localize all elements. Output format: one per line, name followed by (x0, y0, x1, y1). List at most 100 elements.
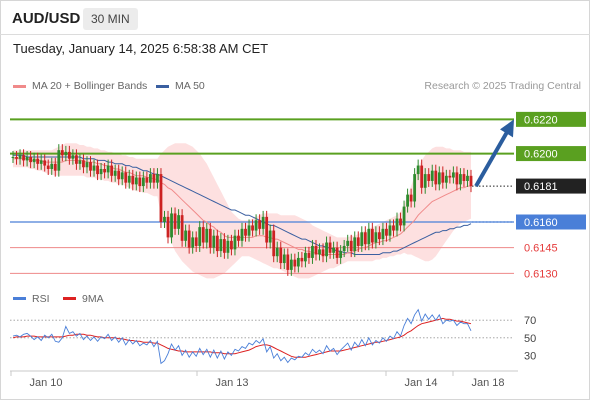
datetime-label: Tuesday, January 14, 2025 6:58:38 AM CET (13, 41, 269, 56)
candle-body (251, 225, 254, 231)
candle-body (265, 216, 269, 243)
candle-body (423, 174, 427, 188)
candle-body (349, 240, 353, 252)
candle-body (208, 228, 212, 248)
legend-ma50: MA 50 (156, 80, 205, 92)
level-label-0.6130: 0.6130 (524, 268, 558, 280)
candle-body (22, 155, 25, 161)
candle-body (124, 172, 128, 183)
candle-body (25, 157, 29, 161)
candle-body (110, 165, 114, 176)
ma20-label: MA 20 + Bollinger Bands (32, 80, 148, 92)
candle-body (392, 225, 395, 231)
level-label-0.6145: 0.6145 (524, 243, 558, 255)
candle-body (459, 174, 462, 185)
candle-body (163, 216, 166, 222)
candle-body (138, 177, 142, 187)
candle-body (177, 215, 180, 229)
level-label-box (516, 178, 586, 194)
candle-body (92, 165, 96, 171)
level-label-0.6181: 0.6181 (524, 181, 558, 193)
candle-body (226, 240, 230, 253)
rsi-legend-swatch (13, 297, 26, 300)
candle-body (420, 165, 424, 188)
candle-body (149, 174, 152, 183)
candle-body (187, 230, 191, 248)
candle-body (71, 155, 75, 159)
research-credit: Research © 2025 Trading Central (424, 80, 581, 92)
candle-body (75, 155, 78, 164)
level-label-box (516, 146, 586, 162)
candle-body (191, 237, 195, 248)
candle-body (427, 174, 431, 181)
rsi-line (12, 308, 472, 365)
header-divider (0, 34, 590, 35)
candle-body (321, 249, 325, 257)
ma20-swatch (13, 84, 26, 88)
candle-body (258, 220, 262, 229)
candle-body (89, 162, 92, 171)
candle-body (166, 216, 170, 238)
candle-body (254, 220, 258, 231)
candle-body (448, 175, 452, 178)
candle-body (325, 242, 328, 257)
rsi-tick-70: 70 (524, 315, 536, 327)
candle-body (342, 245, 346, 252)
candle-body (388, 225, 392, 236)
candle-body (78, 160, 82, 164)
candle-body (156, 174, 159, 183)
candle-body (444, 175, 448, 183)
candle-body (198, 227, 202, 246)
candle-body (212, 235, 216, 248)
candle-body (230, 240, 233, 250)
candle-body (275, 247, 279, 257)
candle-body (233, 235, 237, 250)
candle-body (307, 252, 311, 258)
candle-body (237, 235, 240, 241)
candle-body (82, 160, 85, 168)
bollinger-band (13, 143, 471, 279)
candle-body (170, 213, 173, 238)
candle-body (18, 155, 22, 159)
candle-body (300, 257, 304, 262)
candle-body (117, 170, 121, 180)
level-label-box (516, 111, 586, 127)
candle-body (145, 177, 149, 183)
candle-body (356, 237, 360, 246)
candle-body (402, 206, 406, 226)
candle-body (60, 150, 64, 156)
candle-body (240, 228, 244, 241)
projection-arrowhead (500, 119, 514, 138)
ma9-legend-swatch (63, 297, 76, 300)
candle-body (96, 165, 99, 175)
candle-body (219, 239, 223, 252)
ma50-line (13, 154, 472, 255)
level-label-0.6160: 0.6160 (524, 217, 558, 229)
symbol-title: AUD/USD (12, 10, 81, 27)
header: AUD/USD 30 MIN (0, 0, 590, 36)
level-label-box (516, 214, 586, 230)
candle-body (43, 160, 47, 166)
rsi-ma9-line (12, 317, 472, 358)
candle-body (173, 213, 177, 229)
candle-body (279, 247, 283, 264)
candle-body (53, 163, 57, 171)
timeframe-button[interactable]: 30 MIN (83, 8, 138, 30)
candle-body (374, 232, 378, 243)
candle-body (46, 165, 50, 169)
candle-body (437, 172, 441, 185)
candle-body (15, 157, 18, 159)
ma50-swatch (156, 84, 169, 88)
candle-body (131, 175, 135, 185)
candle-body (67, 151, 71, 159)
candle-body (85, 162, 89, 168)
candle-body (293, 259, 297, 267)
candle-body (385, 228, 388, 236)
candle-body (289, 259, 293, 270)
candle-body (32, 158, 36, 163)
candle-body (36, 158, 40, 164)
candle-body (268, 230, 272, 243)
candle-body (50, 163, 54, 169)
candle-body (57, 150, 61, 171)
projection-arrow (474, 129, 510, 188)
